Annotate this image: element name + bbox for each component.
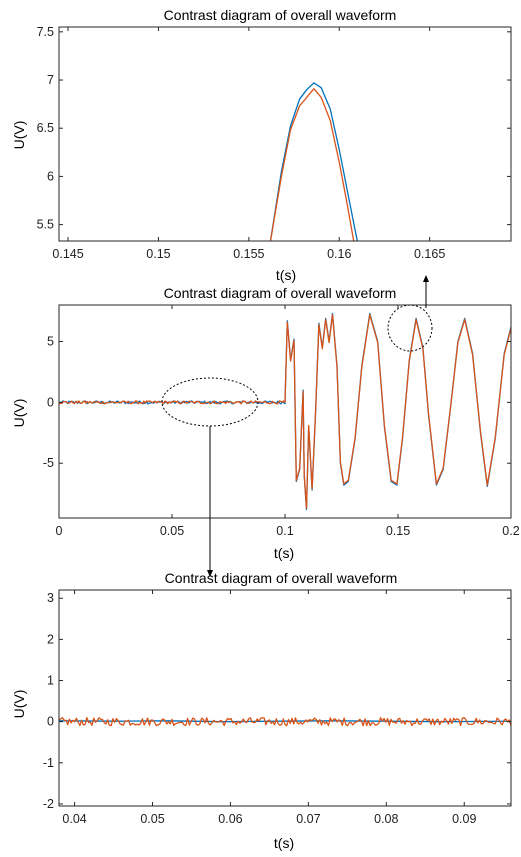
y-tick-label: 3 [47,591,54,605]
plot-area: 0.145 0.15 0.155 0.16 0.165 5.5 6 6.5 7 7.5 [37,25,512,261]
plot-area: 0.04 0.05 0.06 0.07 0.08 0.09 -2 -1 0 1 2 3 [43,589,512,826]
x-axis-label: t(s) [274,835,294,851]
y-tick-label: -1 [43,756,54,770]
chart-title: Contrast diagram of overall waveform [165,570,398,586]
x-tick-label: 0.15 [146,247,170,261]
y-axis-label: U(V) [11,399,27,428]
x-tick-label: 0.1 [276,524,293,538]
y-tick-label: -2 [43,797,54,811]
y-axis-label: U(V) [11,121,27,150]
zoom-region-peak-ellipse [387,304,433,352]
plot-area: 0 0.05 0.1 0.15 0.2 -5 0 5 [43,304,520,538]
x-tick-label: 0 [56,524,63,538]
y-tick-label: 5.5 [37,218,54,232]
series-line-1 [269,82,358,241]
axes-box [58,589,512,807]
series-line-2 [59,716,511,727]
x-tick-label: 0.06 [218,812,242,826]
x-tick-label: 0.16 [327,247,351,261]
axes-box [58,26,512,242]
y-tick-label: 7.5 [37,25,54,39]
y-tick-label: 2 [47,632,54,646]
y-tick-label: -5 [43,456,54,470]
y-tick-label: 1 [47,674,54,688]
chart-title: Contrast diagram of overall waveform [164,7,397,23]
x-tick-label: 0.09 [452,812,476,826]
x-tick-label: 0.155 [233,247,264,261]
series-line-2 [269,88,355,241]
x-axis-label: t(s) [276,267,296,283]
zoom-arrow-to-bottom-head [207,570,213,577]
chart-panel-bottom: Contrast diagram of overall waveform 0.0… [11,570,512,851]
zoom-arrow-to-top-head [423,275,429,282]
chart-panel-top: Contrast diagram of overall waveform 0.1… [11,7,512,283]
x-tick-label: 0.04 [62,812,86,826]
y-tick-label: 5 [47,335,54,349]
y-tick-label: 6.5 [37,121,54,135]
axes-box [58,304,512,519]
y-tick-label: 0 [47,395,54,409]
x-tick-label: 0.165 [414,247,445,261]
x-tick-label: 0.2 [502,524,519,538]
series-line-1 [59,312,511,511]
x-tick-label: 0.08 [374,812,398,826]
y-tick-label: 0 [47,715,54,729]
series-line-2 [59,314,511,509]
y-tick-label: 7 [47,73,54,87]
x-tick-label: 0.15 [386,524,410,538]
x-tick-label: 0.145 [52,247,83,261]
x-tick-label: 0.05 [160,524,184,538]
x-tick-label: 0.05 [140,812,164,826]
x-tick-label: 0.07 [296,812,320,826]
x-axis-label: t(s) [274,545,294,561]
chart-panel-middle: Contrast diagram of overall waveform 0 0.… [11,285,520,561]
y-tick-label: 6 [47,169,54,183]
y-axis-label: U(V) [11,690,27,719]
chart-title: Contrast diagram of overall waveform [164,285,397,301]
